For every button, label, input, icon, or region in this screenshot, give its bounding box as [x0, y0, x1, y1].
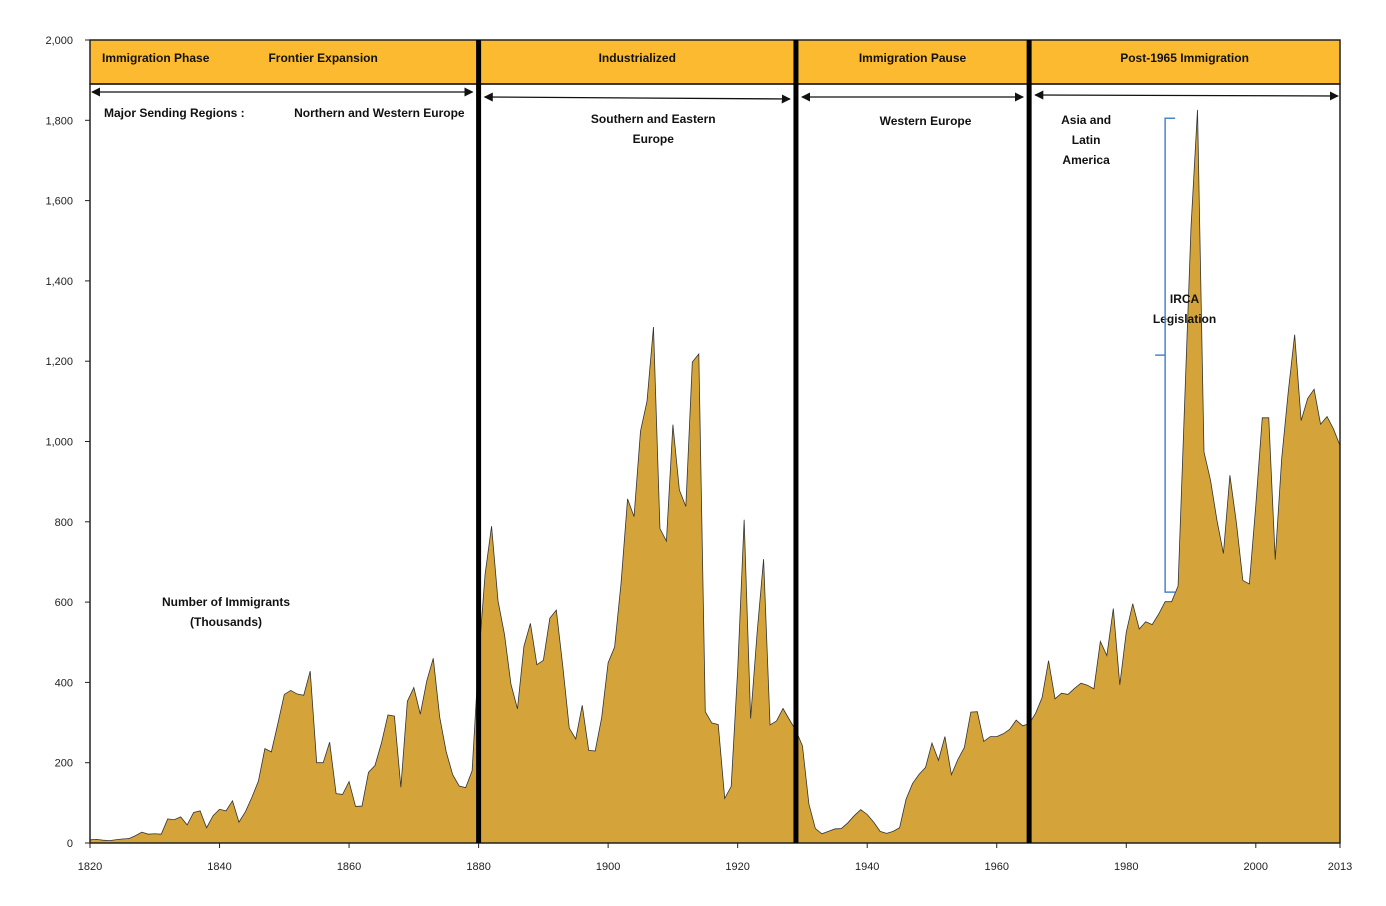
axis-layer: 0 200 400 600 800 1,000 1,200 1,400 1,600 1,800 2,… — [45, 35, 1352, 873]
y-tick-label-9: 1,800 — [45, 115, 73, 127]
immigration-area-outline — [89, 109, 1341, 841]
y-tick-label-3: 600 — [55, 597, 73, 609]
y-tick-label-1: 200 — [55, 758, 73, 770]
annotation-0-line-1: (Thousands) — [190, 615, 262, 629]
phase-label-2: Industrialized — [599, 51, 676, 65]
annotation-1-line-1: Legislation — [1153, 312, 1216, 326]
x-tick-label-1: 1840 — [207, 861, 231, 873]
area-layer — [89, 109, 1341, 844]
x-tick-label-8: 1980 — [1114, 861, 1138, 873]
y-tick-label-8: 1,600 — [45, 196, 73, 208]
immigration-area — [90, 109, 1340, 844]
label-layer: Immigration Phase Frontier Expansion Indus… — [102, 51, 1249, 629]
phase-header-layer — [89, 39, 1341, 85]
x-tick-label-0: 1820 — [78, 861, 102, 873]
region-arrow-1 — [483, 92, 791, 104]
y-tick-label-7: 1,400 — [45, 276, 73, 288]
region-label-3-line-2: America — [1062, 153, 1110, 167]
x-tick-label-5: 1920 — [725, 861, 749, 873]
y-tick-label-10: 2,000 — [45, 35, 73, 47]
plot-frame-layer — [89, 40, 1341, 844]
sending-regions-label: Major Sending Regions : — [104, 106, 245, 120]
x-tick-label-3: 1880 — [466, 861, 490, 873]
region-label-0-line-0: Northern and Western Europe — [294, 106, 465, 120]
x-tick-label-9: 2000 — [1244, 861, 1268, 873]
y-tick-label-6: 1,200 — [45, 356, 73, 368]
y-tick-label-4: 800 — [55, 517, 73, 529]
region-label-1-line-0: Southern and Eastern — [591, 112, 716, 126]
phase-label-4: Post-1965 Immigration — [1120, 51, 1249, 65]
region-arrow-3 — [1034, 90, 1339, 101]
phase-label-1: Frontier Expansion — [268, 51, 377, 65]
region-label-2-line-0: Western Europe — [880, 114, 972, 128]
region-label-3-line-0: Asia and — [1061, 113, 1111, 127]
irca-bracket — [1155, 117, 1176, 593]
x-tick-label-2: 1860 — [337, 861, 361, 873]
x-tick-label-4: 1900 — [596, 861, 620, 873]
y-tick-label-5: 1,000 — [45, 437, 73, 449]
annotation-0-line-0: Number of Immigrants — [162, 595, 290, 609]
plot-frame — [89, 83, 1341, 844]
region-label-3-line-1: Latin — [1072, 133, 1101, 147]
x-tick-label-7: 1960 — [984, 861, 1008, 873]
x-tick-label-10: 2013 — [1328, 861, 1352, 873]
phase-header-band — [89, 39, 1341, 85]
region-arrow-layer — [91, 87, 1339, 104]
region-label-1-line-1: Europe — [633, 132, 675, 146]
y-tick-label-0: 0 — [67, 838, 73, 850]
y-tick-label-2: 400 — [55, 677, 73, 689]
phase-label-3: Immigration Pause — [859, 51, 967, 65]
annotation-1-line-0: IRCA — [1170, 292, 1200, 306]
phase-label-0: Immigration Phase — [102, 51, 210, 65]
x-tick-label-6: 1940 — [855, 861, 879, 873]
